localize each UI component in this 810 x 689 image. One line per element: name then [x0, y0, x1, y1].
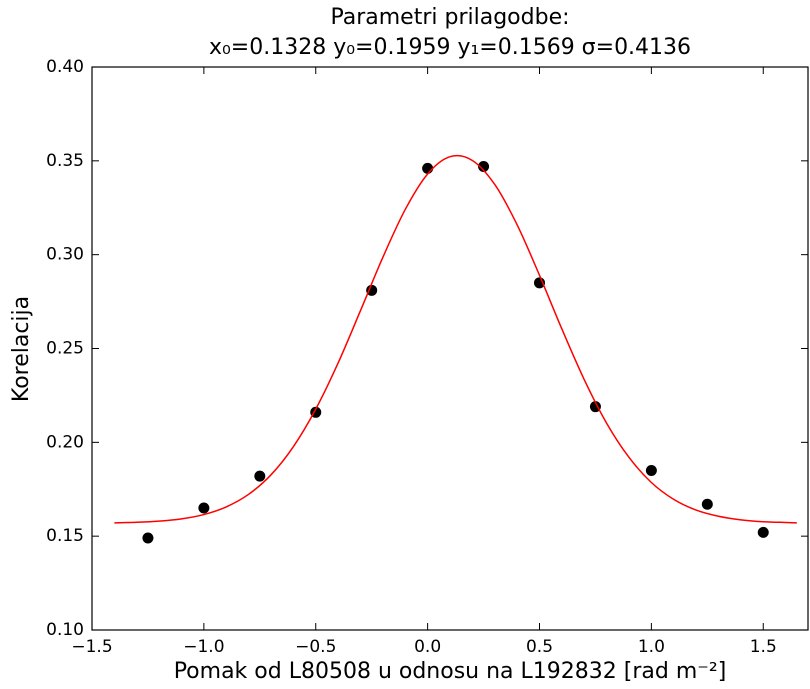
y-tick-label: 0.30 [46, 245, 84, 265]
data-point [701, 498, 713, 510]
x-tick-label: −1.0 [183, 637, 224, 657]
data-point [366, 284, 378, 296]
fit-line [114, 154, 797, 524]
x-tick-label: 1.5 [750, 637, 777, 657]
x-tick-label: 0.5 [526, 637, 553, 657]
y-tick-label: 0.15 [46, 526, 84, 546]
y-tick-label: 0.35 [46, 151, 84, 171]
y-tick-label: 0.20 [46, 432, 84, 452]
y-tick-label: 0.40 [46, 57, 84, 77]
x-tick-label: 0.0 [414, 637, 441, 657]
data-point [589, 401, 601, 413]
data-point [422, 162, 434, 174]
y-tick-label: 0.10 [46, 620, 84, 640]
x-tick-label: 1.0 [638, 637, 665, 657]
y-axis-label: Korelacija [9, 296, 34, 402]
plot-frame [91, 66, 809, 631]
data-point [254, 470, 266, 482]
chart-title: Parametri prilagodbe: [330, 5, 569, 30]
x-axis-label: Pomak od L80508 u odnosu na L192832 [rad… [174, 659, 727, 684]
data-point [198, 502, 210, 514]
y-tick-label: 0.25 [46, 339, 84, 359]
x-tick-label: −1.5 [71, 637, 112, 657]
data-point [478, 160, 490, 172]
data-point [142, 532, 154, 544]
data-point [645, 464, 657, 476]
data-point [757, 526, 769, 538]
x-tick-label: −0.5 [295, 637, 336, 657]
chart-subtitle: x₀=0.1328 y₀=0.1959 y₁=0.1569 σ=0.4136 [209, 35, 691, 60]
